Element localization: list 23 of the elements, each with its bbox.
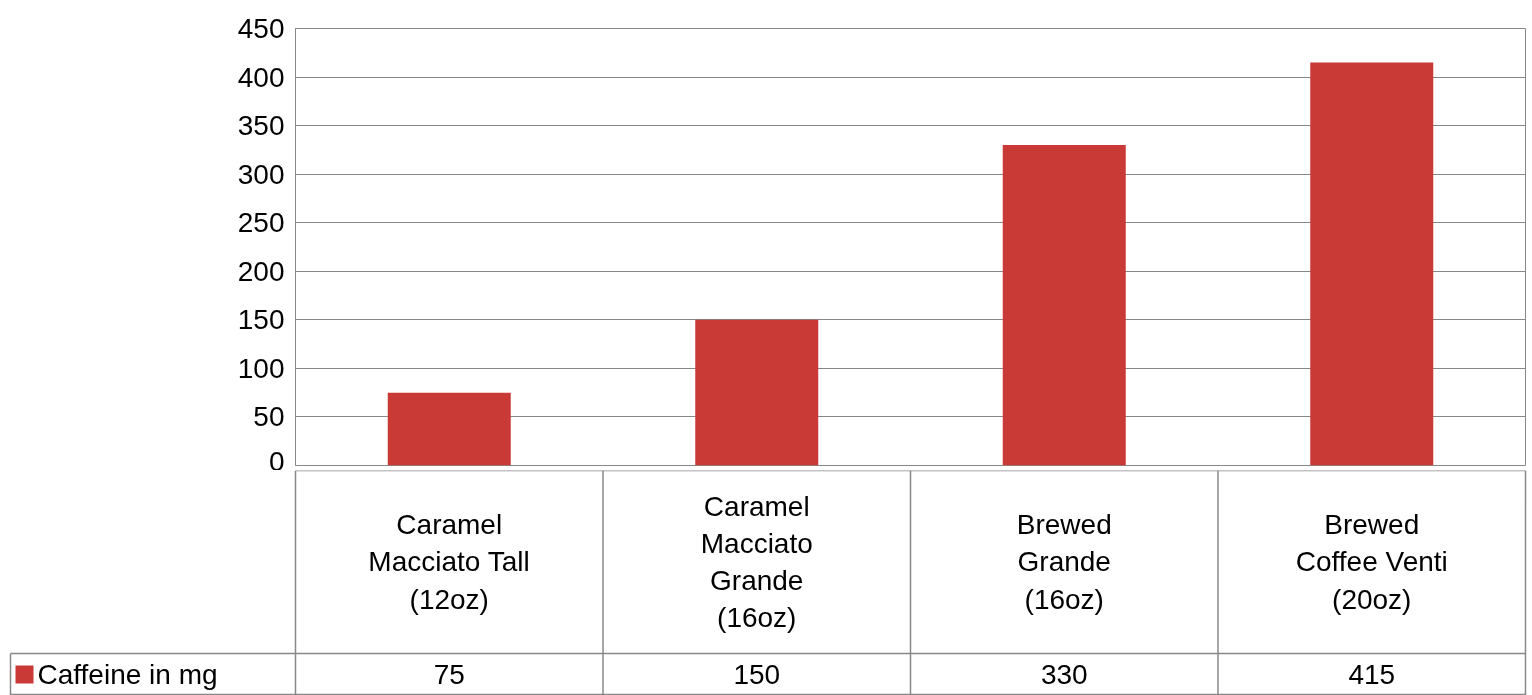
data-label: 415: [1348, 659, 1396, 690]
bar: [1310, 62, 1434, 466]
x-tick-label: Caramel Macciato Tall (12oz): [368, 509, 530, 615]
bar: [387, 392, 511, 466]
x-tick-label: Brewed Coffee Venti (20oz): [1295, 509, 1448, 615]
y-tick-label: 250: [237, 207, 285, 239]
y-tick-label: 150: [237, 304, 285, 336]
data-label: 75: [433, 659, 465, 690]
y-tick-label: 200: [237, 255, 285, 287]
data-label: 150: [733, 659, 781, 690]
bar: [695, 319, 819, 466]
y-tick-label: 50: [253, 401, 285, 433]
x-tick-label: Caramel Macciato Grande (16oz): [700, 490, 813, 634]
y-tick-label: 300: [237, 158, 285, 190]
y-tick-label: 400: [237, 61, 285, 93]
y-tick-label: 100: [237, 352, 285, 384]
y-tick-label: 0: [268, 445, 285, 477]
bar: [1002, 145, 1126, 466]
x-tick-label: Brewed Grande (16oz): [1016, 509, 1112, 615]
y-tick-label: 450: [237, 13, 285, 44]
data-label: 330: [1040, 659, 1088, 690]
legend-label: Caffeine in mg: [37, 659, 218, 690]
y-tick-label: 350: [237, 110, 285, 142]
